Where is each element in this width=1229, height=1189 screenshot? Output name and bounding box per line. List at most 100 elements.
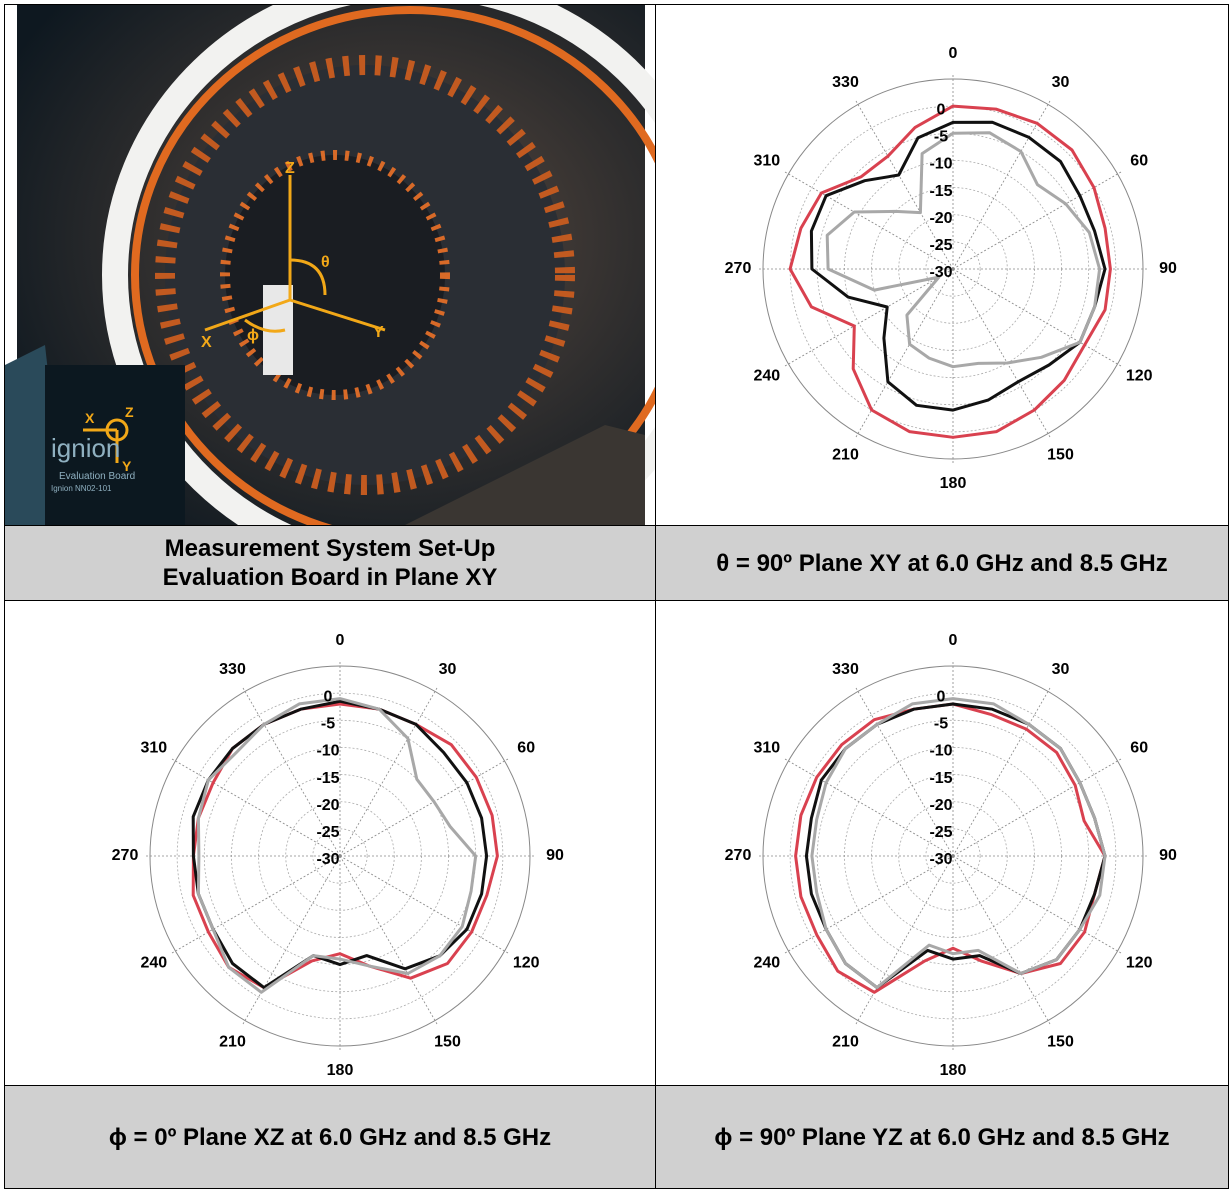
axis-label: θ <box>321 254 330 271</box>
grid-spoke <box>339 855 439 1026</box>
grid-spoke <box>170 855 341 955</box>
angle-label: 180 <box>940 1062 967 1079</box>
axis-label: Y <box>373 324 384 341</box>
grid-ring <box>898 214 1008 324</box>
caption-line: Measurement System Set-Up <box>164 535 496 562</box>
caption: ϕ = 90º Plane YZ at 6.0 GHz and 8.5 GHz <box>655 1085 1229 1189</box>
grid-ring <box>789 105 1117 433</box>
angle-label: 30 <box>439 661 457 678</box>
ring <box>131 6 655 525</box>
grid-spoke <box>783 855 954 955</box>
angle-label: 120 <box>1126 955 1153 972</box>
grid-spoke <box>952 686 1052 857</box>
polar-chart: 0 30 60 90 120 150 180 210 240 270 310 330 0 -5 -10 -15… <box>112 632 564 1079</box>
radial-label: 0 <box>937 688 946 705</box>
caption-line: Evaluation Board in Plane XY <box>162 564 498 591</box>
radial-label: -30 <box>929 264 952 281</box>
angle-label: 310 <box>753 740 780 757</box>
angle-label: 210 <box>832 1033 859 1050</box>
ring <box>102 5 655 525</box>
polar-chart: 0 30 60 90 120 150 180 210 240 270 310 330 0 -5 -10 -15… <box>725 45 1177 492</box>
radial-label: -5 <box>934 716 948 733</box>
photo: Z θ Y X ϕ X Z Y ignion Evaluation Board … <box>5 5 655 525</box>
angle-label: 330 <box>832 661 859 678</box>
angle-label: 270 <box>725 260 752 277</box>
chart-cell: 0 30 60 90 120 150 180 210 240 270 310 330 0 -5 -10 -15… <box>4 600 656 1086</box>
grid-spoke <box>952 170 1123 270</box>
grid-spoke <box>952 855 1052 1026</box>
radial-label: -20 <box>929 210 952 227</box>
angle-label: 180 <box>327 1062 354 1079</box>
pattern-curve <box>810 697 1107 990</box>
board-brand: ignion <box>51 433 120 463</box>
grid-spoke <box>241 686 341 857</box>
pattern-curve <box>825 131 1102 369</box>
angle-arc <box>289 258 327 296</box>
grid-ring <box>925 828 981 884</box>
radial-label: -25 <box>929 824 952 841</box>
board <box>45 365 185 525</box>
axis-label: Z <box>285 160 295 177</box>
grid-spoke <box>783 268 954 368</box>
angle-label: 270 <box>112 847 139 864</box>
angle-label: 310 <box>753 153 780 170</box>
pattern-curve <box>794 702 1107 994</box>
angle-label: 120 <box>513 955 540 972</box>
angle-label: 270 <box>725 847 752 864</box>
grid-ring <box>176 692 504 1020</box>
angle-label: 30 <box>1052 74 1070 91</box>
grid-spoke <box>952 268 1052 439</box>
radial-label: -25 <box>316 824 339 841</box>
grid-spoke <box>339 757 510 857</box>
caption-line: ϕ = 0º Plane XZ at 6.0 GHz and 8.5 GHz <box>108 1123 552 1151</box>
radial-label: -30 <box>316 851 339 868</box>
angle-label: 0 <box>949 45 958 62</box>
angle-label: 90 <box>1159 260 1177 277</box>
grid-spoke <box>854 268 954 439</box>
radial-label: -15 <box>316 770 339 787</box>
polar-chart: 0 30 60 90 120 150 180 210 240 270 310 330 0 -5 -10 -15… <box>725 632 1177 1079</box>
grid-ring <box>925 241 981 297</box>
pattern-curve <box>191 702 499 990</box>
grid-spoke <box>854 686 954 857</box>
grid-spoke <box>783 757 954 857</box>
angle-label: 240 <box>753 368 780 385</box>
axis-line <box>204 298 291 332</box>
axis-label: Y <box>122 458 132 474</box>
grid-spoke <box>339 686 439 857</box>
pattern-curve <box>788 104 1112 439</box>
grid-spoke <box>854 855 954 1026</box>
axis-label: ϕ <box>247 327 259 344</box>
board-model: Ignion NN02-101 <box>51 484 112 493</box>
grid-spoke <box>241 855 341 1026</box>
angle-label: 310 <box>140 740 167 757</box>
angle-label: 330 <box>832 74 859 91</box>
angle-label: 210 <box>832 446 859 463</box>
angle-label: 330 <box>219 661 246 678</box>
radial-label: -10 <box>316 743 339 760</box>
grid-spoke <box>952 99 1052 270</box>
radial-label: 0 <box>937 101 946 118</box>
caption-line: ϕ = 90º Plane YZ at 6.0 GHz and 8.5 GHz <box>714 1123 1170 1151</box>
chart-cell: 0 30 60 90 120 150 180 210 240 270 310 330 0 -5 -10 -15… <box>655 600 1229 1086</box>
angle-label: 210 <box>219 1033 246 1050</box>
radial-label: -15 <box>929 183 952 200</box>
radial-label: -15 <box>929 770 952 787</box>
angle-label: 120 <box>1126 368 1153 385</box>
radial-label: -5 <box>934 129 948 146</box>
angle-arc <box>244 318 286 333</box>
grid-ring <box>789 692 1117 1020</box>
angle-label: 240 <box>753 955 780 972</box>
grid-ring <box>816 132 1090 406</box>
angle-label: 0 <box>336 632 345 649</box>
grid-ring <box>285 801 395 911</box>
angle-label: 150 <box>1047 1033 1074 1050</box>
angle-label: 240 <box>140 955 167 972</box>
grid-spoke <box>339 855 510 955</box>
grid-ring <box>816 719 1090 993</box>
radial-label: 0 <box>324 688 333 705</box>
grid-spoke <box>952 268 1123 368</box>
board-title: Evaluation Board <box>59 471 135 482</box>
grid-spoke <box>170 757 341 857</box>
